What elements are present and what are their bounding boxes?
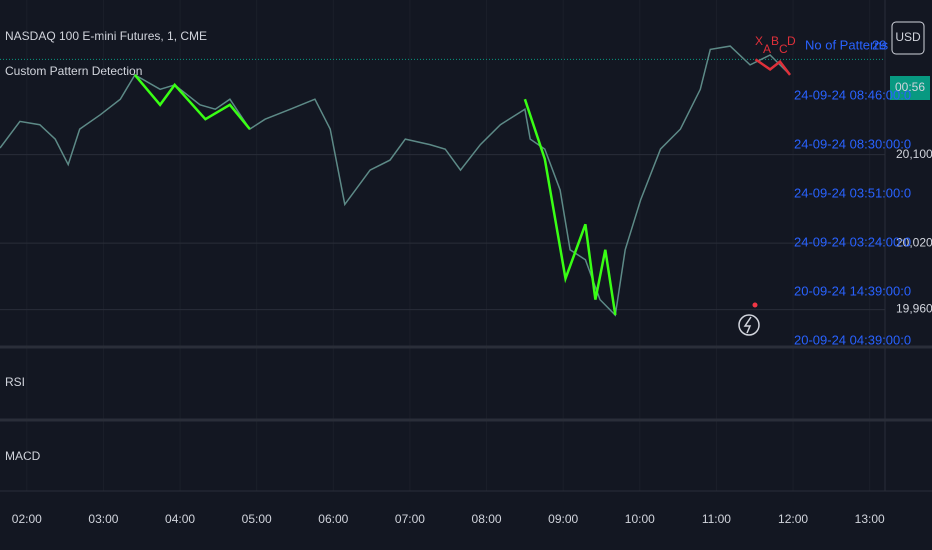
alert-dot: [752, 302, 758, 308]
pattern-point-label: A: [763, 42, 771, 56]
table-date: 20-09-24 14:39:00:0: [794, 283, 911, 298]
indicator-label: Custom Pattern Detection: [5, 64, 142, 78]
countdown-box: [890, 76, 930, 100]
table-date: 24-09-24 03:51:00:0: [794, 185, 911, 200]
pattern-point-label: C: [779, 42, 788, 56]
x-tick-label: 07:00: [395, 512, 425, 526]
x-tick-label: 04:00: [165, 512, 195, 526]
pattern-point-label: D: [787, 34, 796, 48]
alert-icon-bolt: [743, 316, 752, 334]
pane-label: RSI: [5, 375, 25, 389]
table-count: 29: [872, 37, 886, 52]
pattern-zigzag: [133, 74, 251, 130]
x-tick-label: 03:00: [88, 512, 118, 526]
pattern-zigzag: [754, 58, 791, 76]
x-tick-label: 09:00: [548, 512, 578, 526]
table-date: 24-09-24 08:46:00:0: [794, 87, 911, 102]
y-tick-label: 19,960.00: [896, 302, 932, 316]
pattern-point-label: B: [771, 34, 779, 48]
table-date: 20-09-24 04:39:00:0: [794, 332, 911, 347]
x-tick-label: 11:00: [702, 512, 731, 526]
price-line-series: [0, 45, 791, 317]
table-header: No of Patterns: [805, 37, 889, 52]
x-tick-label: 13:00: [855, 512, 885, 526]
x-tick-label: 10:00: [625, 512, 655, 526]
chart-title: NASDAQ 100 E-mini Futures, 1, CME: [5, 29, 207, 43]
x-tick-label: 08:00: [472, 512, 502, 526]
x-tick-label: 02:00: [12, 512, 42, 526]
pattern-zigzag: [523, 98, 617, 316]
table-date: 24-09-24 08:30:00:0: [794, 136, 911, 151]
table-date: 24-09-24 03:24:00:0: [794, 234, 911, 249]
x-tick-label: 12:00: [778, 512, 808, 526]
x-tick-label: 06:00: [318, 512, 348, 526]
currency-label[interactable]: USD: [895, 30, 921, 44]
currency-button[interactable]: [891, 21, 925, 55]
pattern-point-label: X: [755, 34, 763, 48]
x-tick-label: 05:00: [242, 512, 272, 526]
pane-label: MACD: [5, 449, 41, 463]
y-tick-label: 20,020.00: [896, 235, 932, 249]
y-tick-label: 20,100.00: [896, 147, 932, 161]
alert-icon[interactable]: [738, 314, 760, 336]
countdown: 00:56: [895, 80, 925, 94]
